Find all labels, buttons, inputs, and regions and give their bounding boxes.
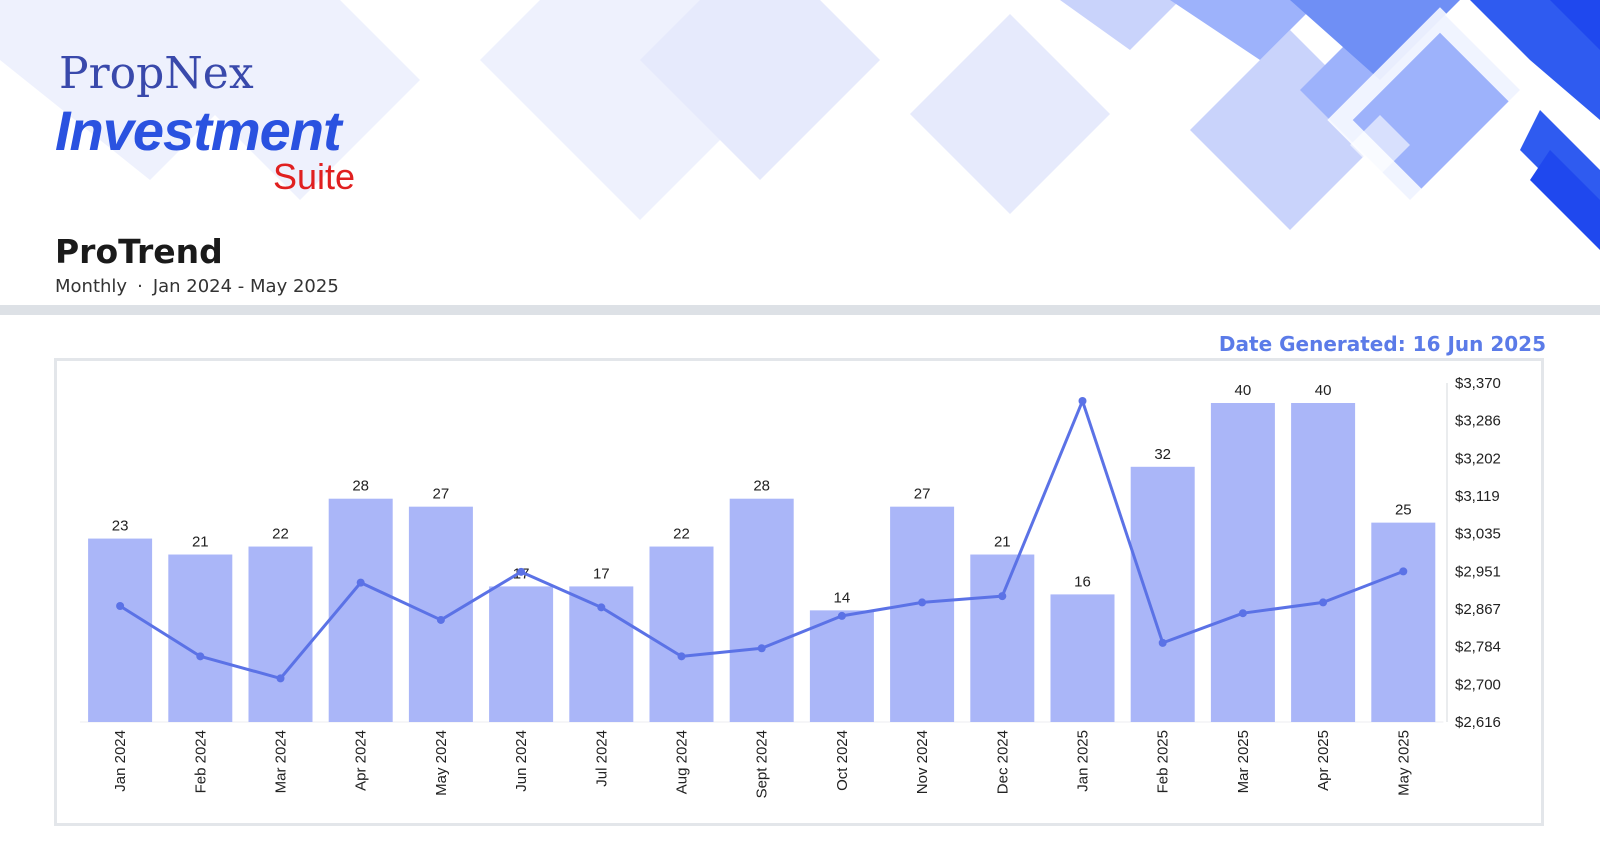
line-point [517, 567, 526, 576]
bar-value-label: 27 [433, 486, 450, 503]
line-point [436, 615, 445, 624]
right-tick-label: $2,784 [1455, 639, 1501, 656]
bar-value-label: 32 [1154, 446, 1171, 463]
bar-jun-2024 [489, 586, 554, 722]
x-tick-label: Jan 2025 [1075, 730, 1092, 792]
bar-feb-2025 [1130, 466, 1195, 722]
x-tick-label: Jun 2024 [513, 730, 530, 792]
x-tick-label: May 2025 [1395, 730, 1412, 796]
x-tick-label: Jul 2024 [593, 730, 610, 787]
x-tick-label: Mar 2025 [1235, 730, 1252, 793]
right-tick-label: $2,951 [1455, 563, 1501, 580]
bar-value-label: 17 [593, 565, 610, 582]
x-tick-label: Jan 2024 [112, 730, 129, 792]
bar-value-label: 40 [1235, 382, 1252, 399]
logo-investment-text: Investment [55, 99, 342, 162]
bar-mar-2025 [1210, 403, 1275, 722]
bar-jan-2024 [88, 538, 153, 722]
bar-value-label: 27 [914, 486, 931, 503]
line-point [276, 674, 285, 683]
line-point [1238, 609, 1247, 618]
bar-value-label: 22 [272, 526, 289, 543]
x-tick-label: Apr 2024 [353, 730, 370, 791]
line-point [196, 652, 205, 661]
right-tick-label: $3,119 [1455, 488, 1500, 505]
logo-propnex-text: PropNex [59, 48, 254, 99]
bar-value-label: 21 [192, 534, 209, 551]
right-tick-label: $3,202 [1455, 450, 1501, 467]
line-point [757, 644, 766, 653]
x-tick-label: Oct 2024 [834, 730, 851, 791]
date-generated: Date Generated: 16 Jun 2025 [1218, 332, 1546, 356]
line-point [1158, 638, 1167, 647]
line-point [1399, 567, 1408, 576]
x-tick-label: Apr 2025 [1315, 730, 1332, 791]
bar-nov-2024 [890, 506, 955, 722]
bar-value-label: 28 [352, 478, 369, 495]
line-point [998, 592, 1007, 601]
bar-mar-2024 [248, 546, 313, 722]
bar-feb-2024 [168, 554, 233, 722]
report-period: Jan 2024 - May 2025 [152, 276, 339, 297]
line-point [1078, 396, 1087, 405]
report-title: ProTrend [55, 232, 223, 271]
bar-value-label: 25 [1395, 502, 1412, 519]
header-background-decoration [0, 0, 1600, 250]
bar-value-label: 40 [1315, 382, 1332, 399]
line-point [597, 603, 606, 612]
logo-suite-text: Suite [273, 156, 356, 197]
header-divider [0, 305, 1600, 315]
bar-value-label: 16 [1074, 573, 1091, 590]
protrend-chart: 2321222827171722281427211632404025Jan 20… [80, 375, 1501, 798]
line-point [918, 598, 927, 607]
bar-jan-2025 [1050, 594, 1115, 722]
report-subtitle: Monthly · Jan 2024 - May 2025 [55, 276, 339, 297]
right-tick-label: $2,616 [1455, 714, 1501, 731]
bar-apr-2025 [1291, 403, 1356, 722]
x-tick-label: May 2024 [433, 730, 450, 796]
bar-value-label: 28 [753, 478, 770, 495]
right-tick-label: $2,700 [1455, 676, 1501, 693]
bar-value-label: 14 [834, 589, 851, 606]
subtitle-separator: · [137, 276, 143, 297]
x-tick-label: Feb 2024 [192, 730, 209, 793]
x-tick-label: Nov 2024 [914, 730, 931, 794]
line-point [356, 578, 365, 587]
line-point [837, 611, 846, 620]
bar-aug-2024 [649, 546, 714, 722]
right-tick-label: $2,867 [1455, 601, 1501, 618]
right-tick-label: $3,286 [1455, 413, 1501, 430]
right-tick-label: $3,035 [1455, 526, 1501, 543]
line-point [1319, 598, 1328, 607]
x-tick-label: Dec 2024 [994, 730, 1011, 794]
line-point [677, 652, 686, 661]
bar-value-label: 21 [994, 534, 1011, 551]
line-point [116, 602, 125, 611]
bar-oct-2024 [809, 610, 874, 722]
bar-sept-2024 [729, 498, 794, 722]
right-tick-label: $3,370 [1455, 375, 1501, 392]
x-tick-label: Mar 2024 [273, 730, 290, 793]
bar-may-2025 [1371, 522, 1436, 722]
bar-value-label: 23 [112, 518, 129, 535]
bar-may-2024 [408, 506, 473, 722]
x-tick-label: Feb 2025 [1155, 730, 1172, 793]
bar-value-label: 22 [673, 526, 690, 543]
x-tick-label: Sept 2024 [754, 730, 771, 798]
bar-dec-2024 [970, 554, 1035, 722]
chart-frame: 2321222827171722281427211632404025Jan 20… [54, 358, 1544, 826]
report-frequency: Monthly [55, 276, 128, 297]
x-tick-label: Aug 2024 [674, 730, 691, 794]
